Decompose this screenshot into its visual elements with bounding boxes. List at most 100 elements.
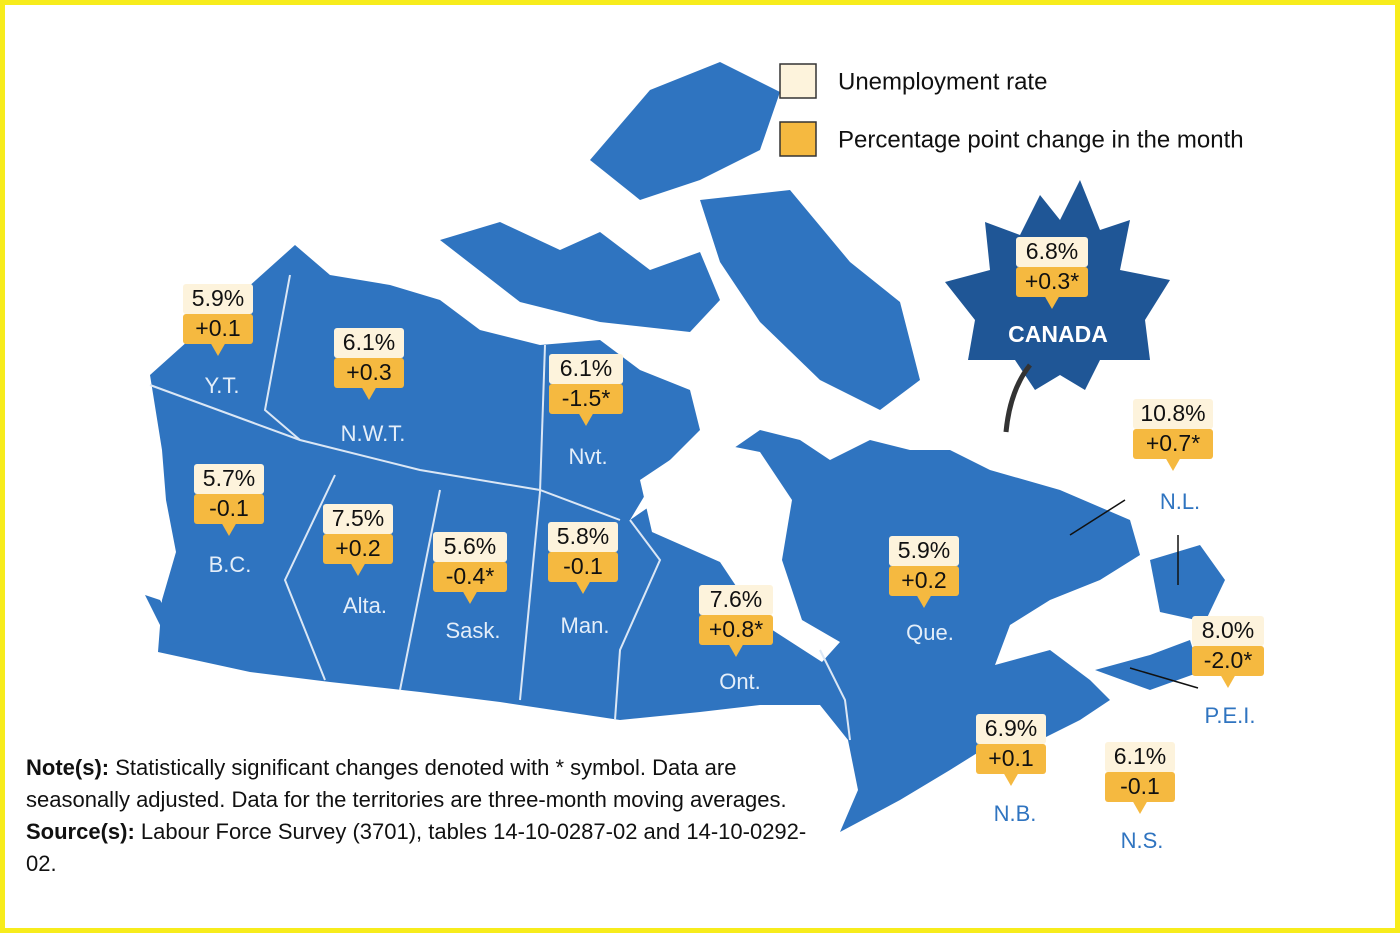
- callout-pointer: [1132, 800, 1148, 814]
- rate: 5.9%: [898, 537, 950, 563]
- callout-pointer: [916, 594, 932, 608]
- change: +0.3: [346, 359, 391, 385]
- rate-box: [699, 585, 773, 615]
- rate: 6.8%: [1026, 238, 1078, 264]
- land: [145, 62, 1225, 832]
- change: +0.2: [335, 535, 380, 561]
- region-name: Nvt.: [568, 444, 607, 469]
- region-name: P.E.I.: [1205, 703, 1256, 728]
- region-name: Y.T.: [204, 373, 239, 398]
- rate: 5.9%: [192, 285, 244, 311]
- region-name: N.S.: [1121, 828, 1164, 853]
- source-label: Source(s):: [26, 819, 135, 844]
- change-box: [183, 314, 253, 344]
- rate-box: [1133, 399, 1213, 429]
- region-name: N.W.T.: [341, 421, 406, 446]
- callout-pointer: [578, 412, 594, 426]
- change-box: [976, 744, 1046, 774]
- change-box: [549, 384, 623, 414]
- rate-box: [183, 284, 253, 314]
- region-name: Ont.: [719, 669, 761, 694]
- change: +0.7*: [1146, 430, 1200, 456]
- region-name: Man.: [561, 613, 610, 638]
- change: -0.1: [563, 553, 603, 579]
- maple-leaf: [945, 180, 1170, 433]
- change-box: [889, 566, 959, 596]
- region-name: N.B.: [994, 801, 1037, 826]
- rate-box: [1105, 742, 1175, 772]
- callout-pointer: [1165, 457, 1181, 471]
- change-box: [699, 615, 773, 645]
- change: +0.1: [988, 745, 1033, 771]
- rate: 10.8%: [1140, 400, 1205, 426]
- region-name: Sask.: [445, 618, 500, 643]
- change-box: [1016, 267, 1088, 297]
- region-name: B.C.: [209, 552, 252, 577]
- change: +0.1: [195, 315, 240, 341]
- legend-label: Percentage point change in the month: [838, 126, 1244, 153]
- rate: 5.6%: [444, 533, 496, 559]
- callout-pointer: [575, 580, 591, 594]
- rate-box: [549, 354, 623, 384]
- source: Source(s): Labour Force Survey (3701), t…: [26, 816, 836, 880]
- rate-box: [433, 532, 507, 562]
- rate: 7.6%: [710, 586, 762, 612]
- note: Note(s): Statistically significant chang…: [26, 752, 836, 816]
- callout-pointer: [350, 562, 366, 576]
- rate-box: [334, 328, 404, 358]
- rate: 5.7%: [203, 465, 255, 491]
- change: -0.1: [209, 495, 249, 521]
- change-box: [194, 494, 264, 524]
- change: -0.4*: [446, 563, 495, 589]
- callout-pointer: [1220, 674, 1236, 688]
- rate-box: [889, 536, 959, 566]
- rate-box: [1016, 237, 1088, 267]
- change-box: [323, 534, 393, 564]
- source-text: Labour Force Survey (3701), tables 14-10…: [26, 819, 807, 876]
- national-name: CANADA: [1008, 321, 1108, 347]
- borders: [149, 274, 851, 741]
- rate: 6.1%: [343, 329, 395, 355]
- rate: 8.0%: [1202, 617, 1254, 643]
- callout-pointer: [361, 386, 377, 400]
- change-box: [548, 552, 618, 582]
- change: -0.1: [1120, 773, 1160, 799]
- callout-pointer: [462, 590, 478, 604]
- rate-box: [194, 464, 264, 494]
- legend-swatch: [779, 63, 817, 99]
- change-box: [334, 358, 404, 388]
- rate: 6.1%: [1114, 743, 1166, 769]
- change: +0.2: [901, 567, 946, 593]
- change: +0.8*: [709, 616, 763, 642]
- note-label: Note(s):: [26, 755, 110, 780]
- rate-box: [548, 522, 618, 552]
- callout-pointer: [1003, 772, 1019, 786]
- callout-pointer: [221, 522, 237, 536]
- change: +0.3*: [1025, 268, 1079, 294]
- rate-box: [1192, 616, 1264, 646]
- leader-lines: [1069, 499, 1199, 689]
- change-box: [1192, 646, 1264, 676]
- callout-pointer: [210, 342, 226, 356]
- note-text: Statistically significant changes denote…: [26, 755, 787, 812]
- change-box: [1105, 772, 1175, 802]
- callout-pointer: [728, 643, 744, 657]
- legend-label: Unemployment rate: [838, 68, 1047, 95]
- notes: Note(s): Statistically significant chang…: [26, 752, 836, 880]
- rate: 5.8%: [557, 523, 609, 549]
- change-box: [433, 562, 507, 592]
- change: -2.0*: [1204, 647, 1253, 673]
- region-name: Que.: [906, 620, 954, 645]
- rate-box: [976, 714, 1046, 744]
- rate: 7.5%: [332, 505, 384, 531]
- rate: 6.9%: [985, 715, 1037, 741]
- region-name: Alta.: [343, 593, 387, 618]
- region-name: N.L.: [1160, 489, 1200, 514]
- rate: 6.1%: [560, 355, 612, 381]
- rate-box: [323, 504, 393, 534]
- change: -1.5*: [562, 385, 611, 411]
- change-box: [1133, 429, 1213, 459]
